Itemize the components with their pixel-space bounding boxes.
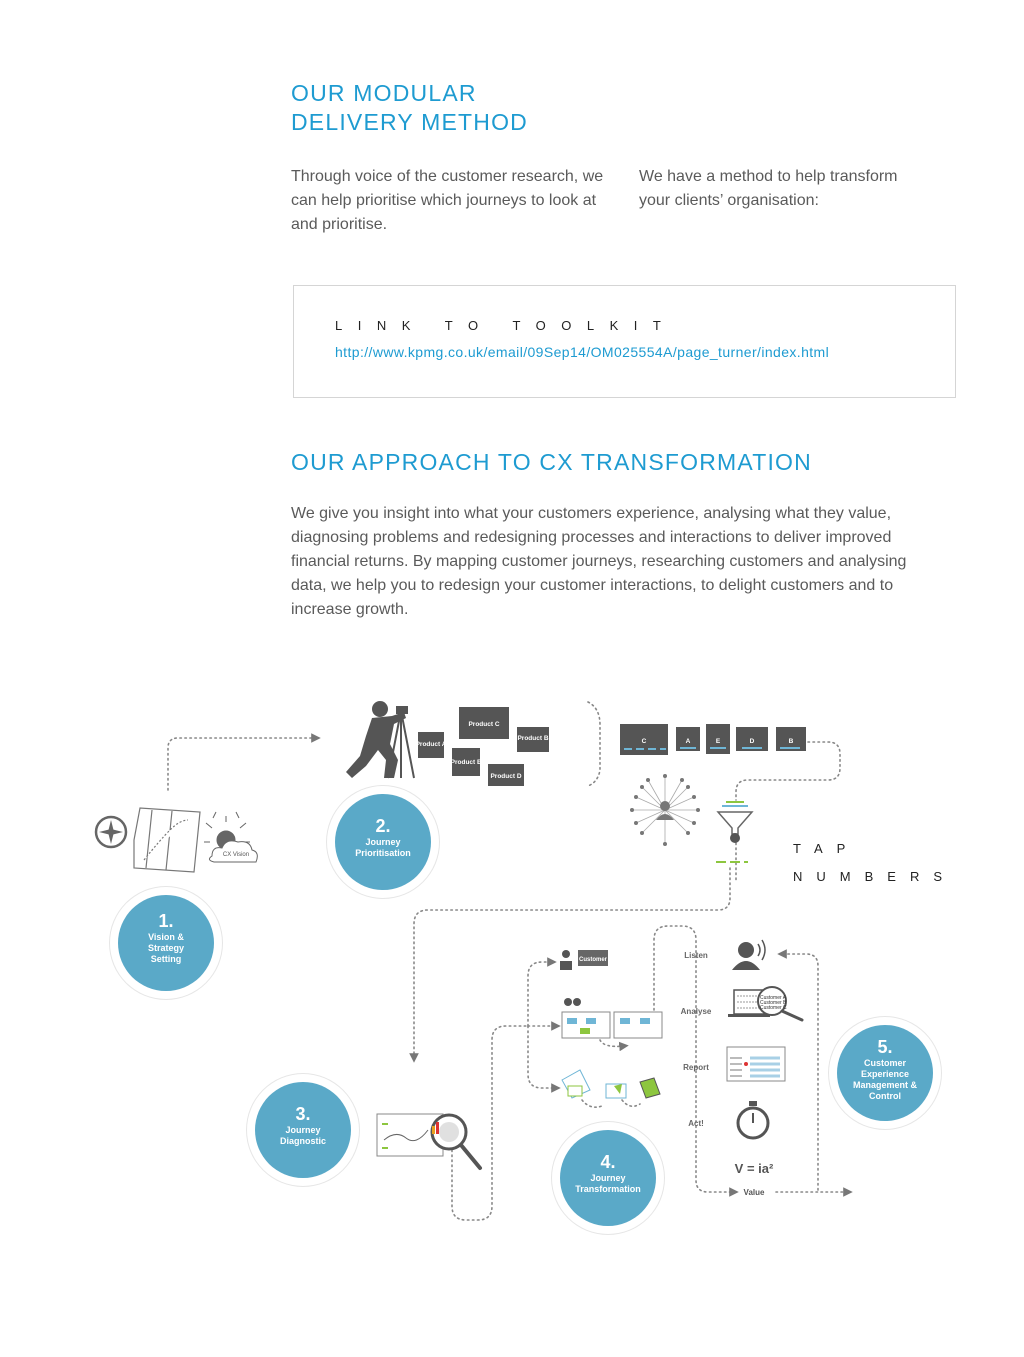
report-icon bbox=[726, 1046, 786, 1082]
customer-label: Customer bbox=[579, 957, 608, 963]
funnel-icon bbox=[716, 801, 754, 863]
customer-a-text: Customer A bbox=[760, 995, 787, 1001]
bar-letter-b: B bbox=[789, 738, 794, 745]
cx-vision-text: CX Vision bbox=[223, 852, 249, 858]
value-formula: V = ia² bbox=[735, 1161, 774, 1176]
stopwatch-icon bbox=[736, 1101, 770, 1140]
step-4-label-line2: Transformation bbox=[575, 1184, 641, 1194]
step-2-label-line1: Journey bbox=[365, 837, 401, 847]
step-5-label-line2: Experience bbox=[860, 1069, 910, 1079]
step-5-label-line4: Control bbox=[869, 1091, 901, 1101]
value-label: Value bbox=[744, 1188, 765, 1197]
step-4-label-line1: Journey bbox=[590, 1173, 626, 1183]
step-1-label-line3: Setting bbox=[150, 954, 182, 964]
bar-letter-e: E bbox=[716, 738, 721, 745]
photographer-icon bbox=[346, 701, 415, 779]
product-b-label: Product B bbox=[517, 735, 548, 742]
process-redesign-icon bbox=[561, 998, 663, 1039]
sun-cloud-icon: CX Vision bbox=[204, 811, 258, 863]
toolkit-label: LINK TO TOOLKIT bbox=[335, 318, 677, 333]
step-5-number: 5. bbox=[877, 1037, 893, 1057]
product-boxes: Product C Product A Product B Product E … bbox=[416, 707, 549, 786]
intro-column-2: We have a method to help transform your … bbox=[639, 168, 898, 209]
bar-letter-d: D bbox=[750, 738, 755, 745]
tap-label-line2: NUMBERS bbox=[793, 869, 957, 884]
cx-transformation-diagram: CX Vision Product C Product A Product B … bbox=[94, 701, 853, 1221]
approach-body: We give you insight into what your custo… bbox=[291, 505, 907, 618]
analyse-icon: Customer A Customer B Customer C bbox=[728, 986, 804, 1022]
cycle-report: Report bbox=[683, 1063, 709, 1072]
step-5-label-line1: Customer bbox=[863, 1058, 906, 1068]
bar-letter-c: C bbox=[642, 738, 647, 745]
bar-letter-a: A bbox=[686, 738, 691, 745]
step-5-label-line3: Management & bbox=[852, 1080, 917, 1090]
step-3-label-line2: Diagnostic bbox=[279, 1136, 326, 1146]
step-5-button[interactable]: 5. Customer Experience Management & Cont… bbox=[837, 1025, 933, 1121]
step-2-button[interactable]: 2. Journey Prioritisation bbox=[335, 794, 431, 890]
step-1-button[interactable]: 1. Vision & Strategy Setting bbox=[118, 895, 214, 991]
step-2-number: 2. bbox=[375, 816, 391, 836]
cycle-analyse: Analyse bbox=[681, 1007, 712, 1016]
customer-b-text: Customer B bbox=[760, 1000, 787, 1006]
design-tools-icon bbox=[561, 1069, 661, 1099]
approach-title: OUR APPROACH TO CX TRANSFORMATION bbox=[291, 449, 812, 475]
compass-icon bbox=[94, 815, 128, 849]
product-d-label: Product D bbox=[490, 773, 521, 780]
product-e-label: Product E bbox=[451, 759, 482, 766]
step-1-number: 1. bbox=[158, 911, 174, 931]
diagnostic-map-icon bbox=[376, 1113, 482, 1170]
map-icon bbox=[133, 807, 201, 873]
step-1-label-line1: Vision & bbox=[148, 932, 184, 942]
cycle-listen: Listen bbox=[684, 951, 708, 960]
listen-icon bbox=[732, 939, 766, 970]
tap-label-line1: TAP bbox=[793, 841, 860, 856]
step-3-number: 3. bbox=[295, 1104, 311, 1124]
step-2-label-line2: Prioritisation bbox=[355, 848, 411, 858]
prioritised-journey-bars: C A E D B bbox=[620, 724, 806, 755]
section-title-line2: DELIVERY METHOD bbox=[291, 109, 528, 135]
step-3-button[interactable]: 3. Journey Diagnostic bbox=[255, 1082, 351, 1178]
customer-network-icon bbox=[630, 774, 700, 846]
product-c-label: Product C bbox=[468, 721, 499, 728]
product-a-label: Product A bbox=[416, 741, 447, 748]
step-4-number: 4. bbox=[600, 1152, 616, 1172]
intro-column-1: Through voice of the customer research, … bbox=[291, 168, 604, 233]
step-1-label-line2: Strategy bbox=[147, 943, 184, 953]
cycle-act: Act! bbox=[688, 1119, 704, 1128]
customer-c-text: Customer C bbox=[760, 1005, 787, 1011]
customer-icon: Customer bbox=[560, 950, 608, 970]
toolkit-box: LINK TO TOOLKIT http://www.kpmg.co.uk/em… bbox=[293, 285, 956, 398]
toolkit-link[interactable]: http://www.kpmg.co.uk/email/09Sep14/OM02… bbox=[335, 344, 830, 360]
flow-paths bbox=[167, 701, 853, 1221]
section-title-line1: OUR MODULAR bbox=[291, 80, 477, 106]
step-4-button[interactable]: 4. Journey Transformation bbox=[560, 1130, 656, 1226]
step-3-label-line1: Journey bbox=[285, 1125, 321, 1135]
